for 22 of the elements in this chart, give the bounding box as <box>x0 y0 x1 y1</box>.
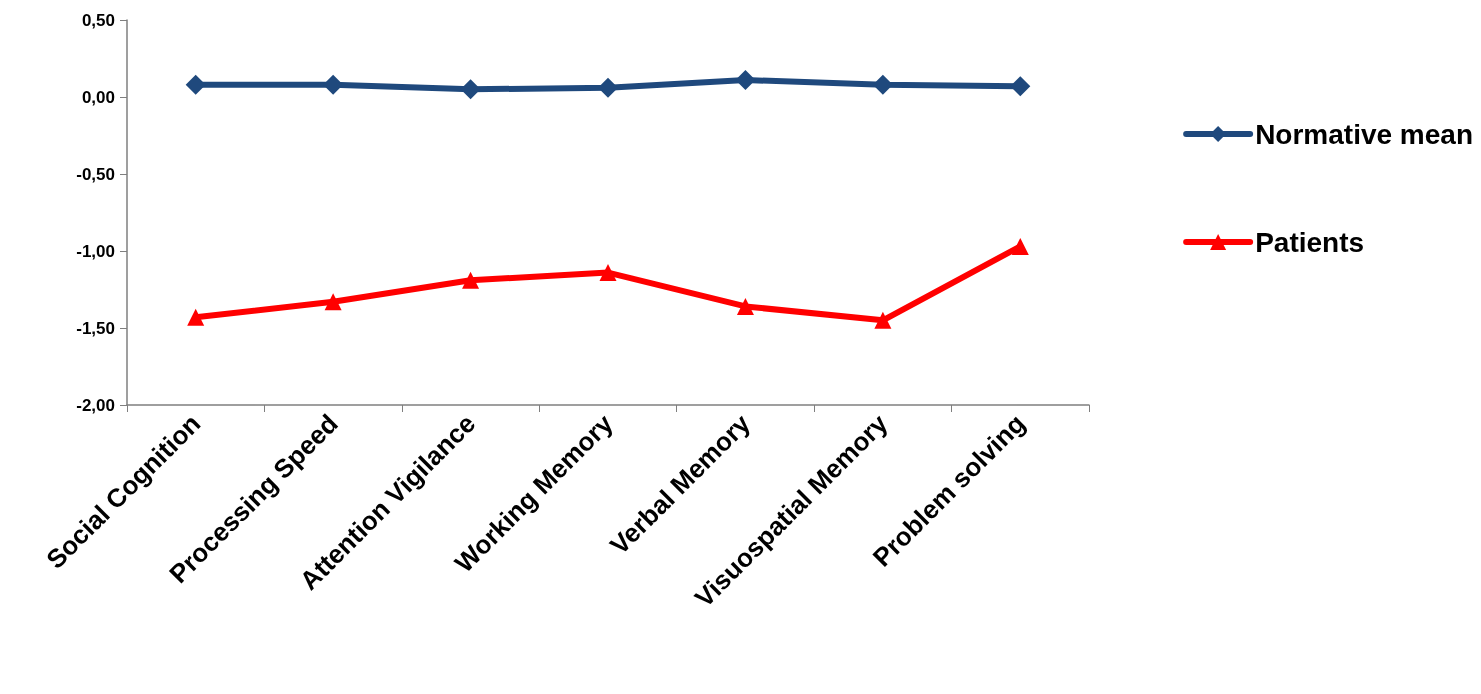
point <box>462 271 480 289</box>
y-tick-label: -1,00 <box>76 241 115 261</box>
point <box>324 293 342 311</box>
y-tick-label: -0,50 <box>76 164 115 184</box>
point <box>598 77 618 98</box>
legend-label: Normative mean <box>1255 118 1474 150</box>
y-tick-label: 0,50 <box>81 10 115 30</box>
point <box>1011 237 1029 255</box>
point <box>1010 76 1031 97</box>
point <box>872 74 893 95</box>
y-tick-label: 0,00 <box>81 87 115 107</box>
point <box>599 264 617 282</box>
y-tick-label: -2,00 <box>76 395 115 415</box>
point <box>187 308 205 326</box>
point <box>323 74 344 95</box>
point <box>460 79 481 100</box>
point <box>874 311 892 329</box>
legend-label: Patients <box>1255 226 1365 258</box>
point <box>185 74 206 95</box>
point <box>736 297 754 315</box>
point <box>735 70 756 91</box>
y-tick-label: -1,50 <box>76 318 115 338</box>
